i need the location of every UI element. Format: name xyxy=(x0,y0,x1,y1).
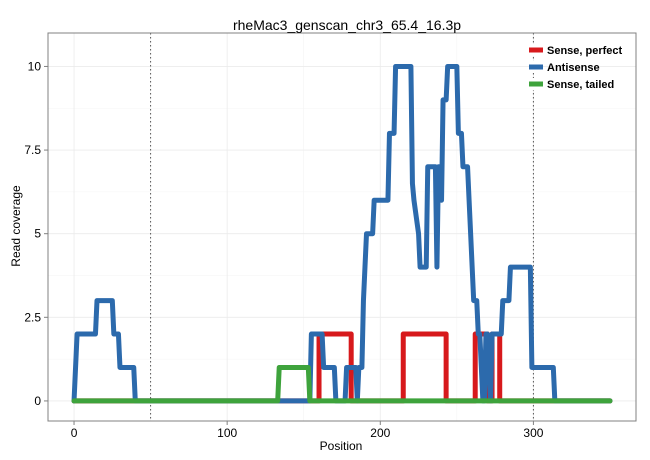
legend: Sense, perfect Antisense Sense, tailed xyxy=(529,44,623,91)
x-tick-label: 0 xyxy=(71,426,78,440)
legend-label: Sense, perfect xyxy=(547,45,623,57)
x-axis-title: Position xyxy=(320,439,363,453)
legend-label: Sense, tailed xyxy=(547,79,614,91)
x-tick-label: 300 xyxy=(523,426,543,440)
chart-title: rheMac3_genscan_chr3_65.4_16.3p xyxy=(233,17,461,33)
plot-panel-border xyxy=(47,32,637,422)
y-tick-label: 2.5 xyxy=(24,310,41,324)
y-axis-ticks: 0 2.5 5 7.5 10 xyxy=(24,59,48,408)
y-axis-title: Read coverage xyxy=(9,185,23,267)
y-tick-label: 10 xyxy=(28,59,42,73)
series-layer xyxy=(71,63,613,404)
series-line-1 xyxy=(71,63,613,404)
series-line-2 xyxy=(71,364,613,404)
x-tick-label: 100 xyxy=(217,426,237,440)
reference-lines xyxy=(150,33,534,421)
legend-label: Antisense xyxy=(547,62,600,74)
minor-gridlines xyxy=(48,33,636,421)
major-gridlines xyxy=(48,33,636,421)
x-tick-label: 200 xyxy=(370,426,390,440)
y-tick-label: 7.5 xyxy=(24,143,41,157)
x-axis-ticks: 0 100 200 300 xyxy=(71,421,544,440)
y-tick-label: 0 xyxy=(34,394,41,408)
y-tick-label: 5 xyxy=(34,227,41,241)
